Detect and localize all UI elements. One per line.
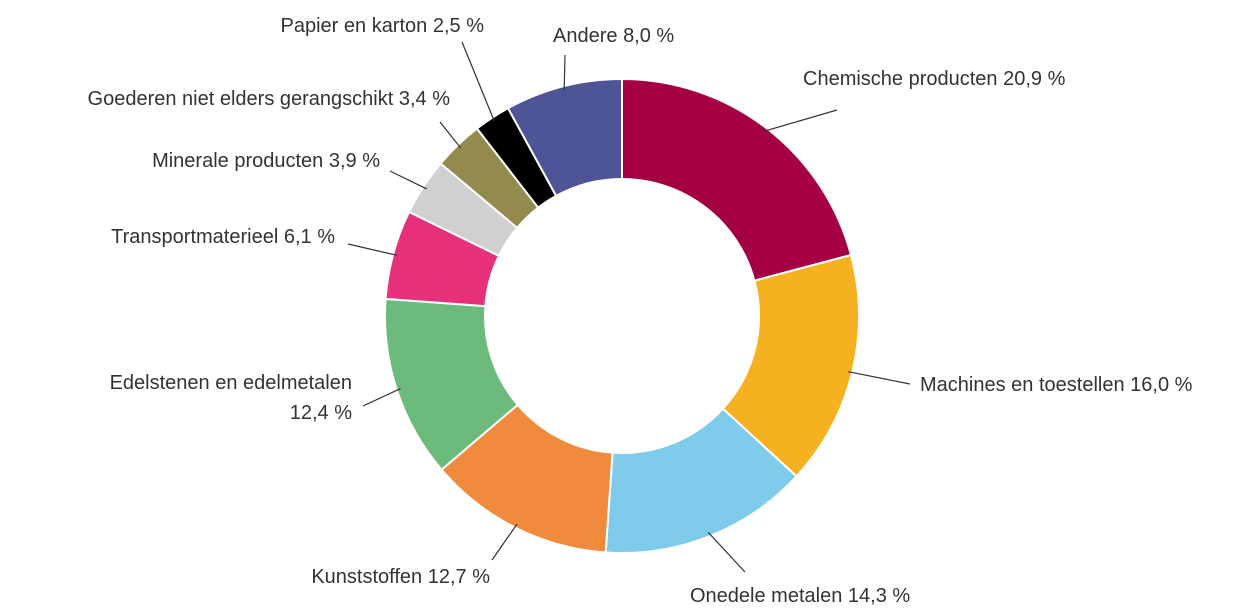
slice-label: Machines en toestellen 16,0 % — [920, 374, 1193, 396]
leader-line — [848, 371, 911, 385]
label-value: 14,3 % — [848, 585, 910, 607]
label-name: Chemische producten — [803, 68, 998, 90]
label-name: Andere — [553, 25, 618, 47]
label-value: 3,9 % — [329, 150, 380, 172]
slice-label: Edelstenen en edelmetalen 12,4 % — [110, 372, 353, 424]
label-value: 12,7 % — [428, 566, 490, 588]
label-value: 8,0 % — [623, 25, 674, 47]
leader-line — [461, 41, 495, 122]
label-value: 3,4 % — [399, 88, 450, 110]
leader-line — [563, 54, 566, 91]
label-value: 2,5 % — [433, 15, 484, 37]
leader-line — [763, 109, 838, 132]
donut-slice — [621, 77, 853, 282]
slice-label: Chemische producten 20,9 % — [803, 68, 1066, 90]
label-name: Onedele metalen — [690, 585, 842, 607]
label-name: Kunststoffen — [311, 566, 422, 588]
slice-label: Kunststoffen 12,7 % — [311, 566, 490, 588]
label-value: 12,4 % — [290, 402, 352, 424]
label-value: 20,9 % — [1003, 68, 1065, 90]
leader-line — [362, 388, 401, 407]
label-value: 16,0 % — [1130, 374, 1192, 396]
leader-line — [491, 523, 518, 561]
label-name: Transportmaterieel — [111, 226, 278, 248]
slice-label: Minerale producten 3,9 % — [152, 150, 380, 172]
label-name: Goederen niet elders gerangschikt — [88, 88, 394, 110]
label-name: Minerale producten — [152, 150, 323, 172]
leader-line — [389, 170, 427, 190]
label-name: Edelstenen en edelmetalen — [110, 372, 352, 394]
slice-label: Onedele metalen 14,3 % — [690, 585, 910, 607]
label-value: 6,1 % — [284, 226, 335, 248]
leader-line — [347, 243, 398, 256]
label-name: Papier en karton — [281, 15, 428, 37]
label-name: Machines en toestellen — [920, 374, 1125, 396]
leader-line — [707, 532, 746, 573]
slice-label: Andere 8,0 % — [553, 25, 674, 47]
slice-label: Transportmaterieel 6,1 % — [111, 226, 335, 248]
slice-label: Papier en karton 2,5 % — [281, 15, 485, 37]
leader-line — [439, 121, 462, 149]
slice-label: Goederen niet elders gerangschikt 3,4 % — [88, 88, 451, 110]
donut-slice — [506, 77, 623, 198]
